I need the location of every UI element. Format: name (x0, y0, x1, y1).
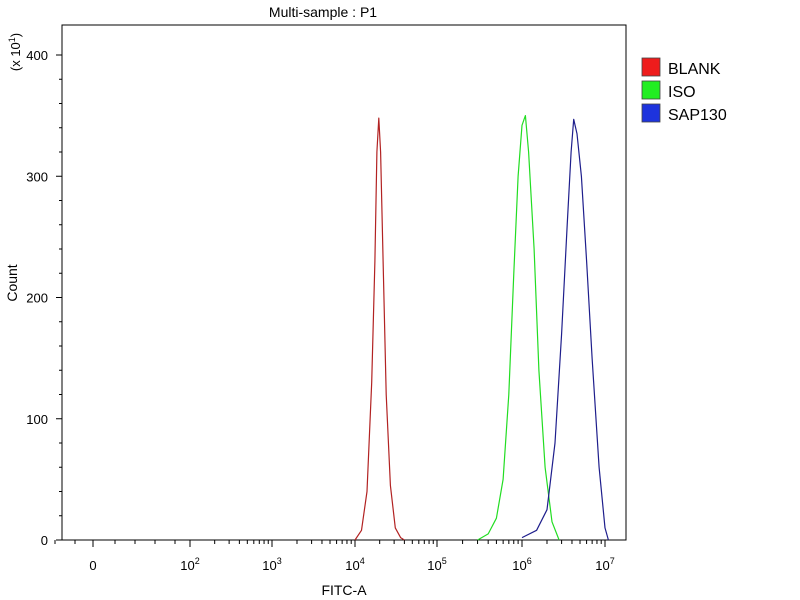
y-multiplier-close: ) (8, 33, 23, 37)
chart-title: Multi-sample : P1 (269, 4, 377, 20)
x-tick-label: 107 (595, 556, 614, 573)
y-multiplier-exp: 1 (7, 37, 17, 42)
y-tick-label: 400 (26, 48, 48, 63)
series-iso-line (477, 114, 560, 541)
legend-swatch-blank (641, 57, 661, 77)
y-tick-label: 0 (41, 533, 48, 548)
x-tick-label: 106 (512, 556, 531, 573)
legend-swatch-sap130 (641, 103, 661, 123)
legend-label-sap130: SAP130 (668, 107, 727, 124)
x-tick-label: 102 (180, 556, 199, 573)
y-multiplier-text: (x 101) (7, 33, 23, 71)
y-multiplier-base: (x 10 (8, 42, 23, 71)
y-tick-label: 300 (26, 169, 48, 184)
series-sap130-line (521, 118, 609, 541)
series-group (354, 114, 609, 541)
legend-label-iso: ISO (668, 84, 696, 101)
y-tick-label: 200 (26, 291, 48, 306)
y-axis: 0 100 200 300 400 (26, 48, 62, 548)
y-axis-label: Count (4, 264, 20, 301)
y-tick-label: 100 (26, 412, 48, 427)
x-tick-label: 103 (262, 556, 281, 573)
x-tick-label: 104 (345, 556, 364, 573)
x-tick-label: 105 (427, 556, 446, 573)
x-axis: 0 102 103 104 105 106 107 (54, 540, 615, 573)
legend: BLANK ISO SAP130 (641, 57, 727, 124)
y-multiplier-label: (x 101) (7, 33, 23, 71)
plot-frame (61, 24, 627, 541)
legend-swatch-iso (641, 80, 661, 100)
legend-label-blank: BLANK (668, 61, 721, 78)
x-tick-label: 0 (89, 558, 96, 573)
x-axis-label: FITC-A (321, 582, 367, 598)
series-blank-line (354, 117, 405, 541)
